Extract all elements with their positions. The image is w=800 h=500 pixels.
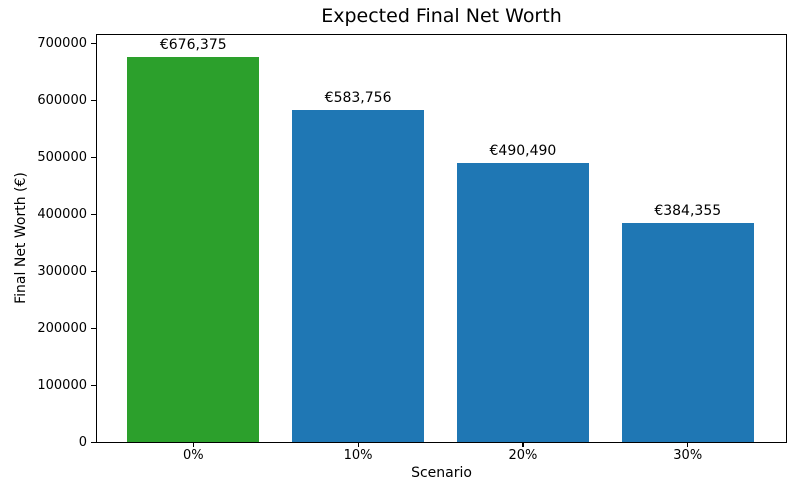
y-tick-label: 400000 <box>37 206 87 222</box>
y-axis-label: Final Net Worth (€) <box>13 172 29 304</box>
y-tick-label: 700000 <box>37 36 87 52</box>
bar-value-label: €583,756 <box>324 89 392 106</box>
y-tick-mark <box>91 270 96 272</box>
y-tick-mark <box>91 327 96 329</box>
y-tick-label: 100000 <box>37 377 87 393</box>
x-tick-mark <box>522 442 524 447</box>
bar <box>292 109 424 442</box>
y-tick-mark <box>91 43 96 45</box>
x-tick-label: 30% <box>673 448 703 463</box>
bar <box>621 223 754 442</box>
x-axis-label: Scenario <box>411 465 472 481</box>
x-tick-label: 10% <box>343 448 373 463</box>
y-tick-mark <box>91 99 96 102</box>
y-tick-mark <box>91 156 96 159</box>
x-tick-mark <box>192 442 194 447</box>
bar <box>456 162 589 442</box>
y-tick-mark <box>91 213 96 215</box>
y-tick-label: 500000 <box>37 149 87 165</box>
x-tick-mark <box>687 442 689 447</box>
chart-title: Expected Final Net Worth <box>321 5 562 27</box>
y-tick-mark <box>91 384 96 386</box>
x-tick-label: 20% <box>508 448 538 463</box>
y-tick-mark <box>91 441 96 443</box>
x-tick-mark <box>357 442 359 447</box>
x-tick-label: 0% <box>182 448 204 463</box>
y-tick-label: 300000 <box>37 263 87 279</box>
y-tick-label: 0 <box>78 434 87 450</box>
bar-value-label: €490,490 <box>489 142 557 159</box>
bar-value-label: €676,375 <box>159 36 227 53</box>
bar <box>127 56 260 442</box>
y-tick-label: 600000 <box>37 92 87 108</box>
y-tick-label: 200000 <box>37 320 87 336</box>
bar-value-label: €384,355 <box>654 203 722 220</box>
